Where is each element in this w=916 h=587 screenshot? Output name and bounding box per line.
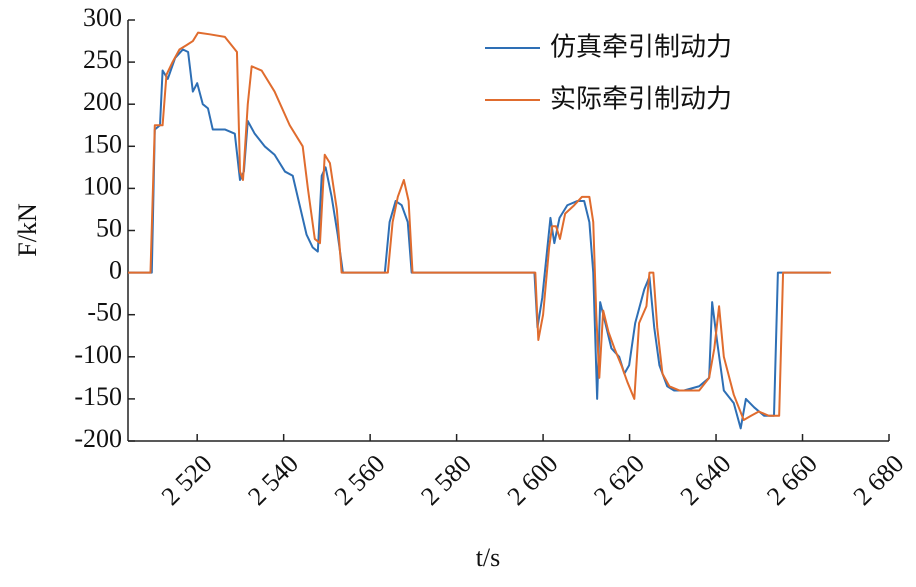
x-tick-label: 2 600 xyxy=(502,449,564,511)
y-tick-label: 300 xyxy=(83,3,122,32)
x-tick-label: 2 640 xyxy=(675,449,737,511)
y-tick-label: -50 xyxy=(87,298,122,327)
x-axis-label: t/s xyxy=(476,543,501,572)
legend-label: 实际牵引制动力 xyxy=(550,85,732,115)
y-axis-label: F/kN xyxy=(13,203,42,257)
x-tick-label: 2 580 xyxy=(415,449,477,511)
y-tick-label: 250 xyxy=(83,45,122,74)
x-tick-label: 2 560 xyxy=(329,449,391,511)
series-line xyxy=(128,31,832,421)
y-tick-label: 50 xyxy=(96,213,122,242)
y-tick-label: -200 xyxy=(74,424,122,453)
x-tick-label: 2 680 xyxy=(848,449,910,511)
x-tick-label: 2 620 xyxy=(588,449,650,511)
x-tick-label: 2 520 xyxy=(156,449,218,511)
x-tick-label: 2 660 xyxy=(761,449,823,511)
y-tick-label: 0 xyxy=(109,256,122,285)
y-tick-label: -100 xyxy=(74,340,122,369)
y-tick-label: 100 xyxy=(83,171,122,200)
x-tick-label: 2 540 xyxy=(242,449,304,511)
y-tick-label: -150 xyxy=(74,382,122,411)
legend-label: 仿真牵引制动力 xyxy=(550,33,732,63)
y-tick-label: 200 xyxy=(83,87,122,116)
y-tick-label: 150 xyxy=(83,129,122,158)
